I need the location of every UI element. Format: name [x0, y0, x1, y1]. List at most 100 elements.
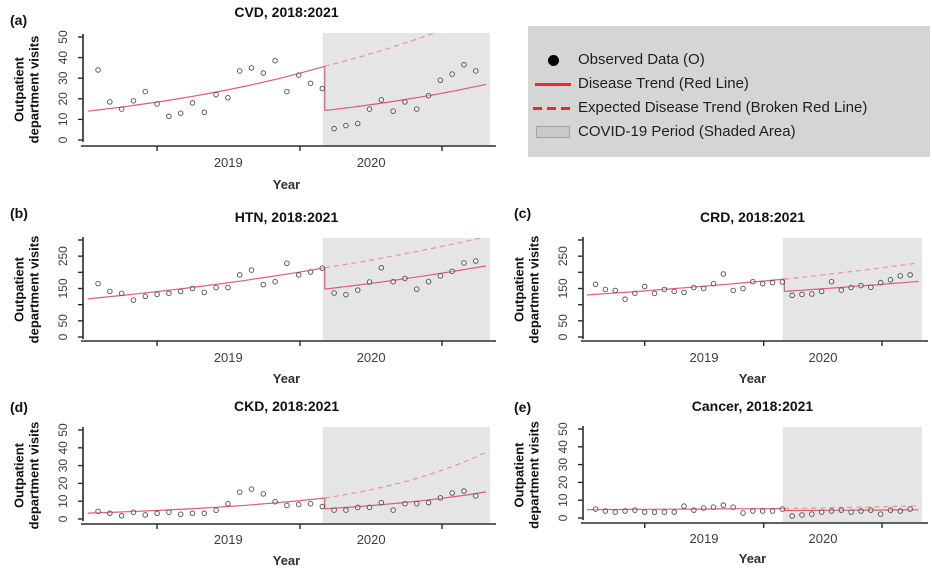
legend-label-observed: Observed Data (O) — [578, 51, 705, 68]
observed-point — [449, 490, 455, 496]
observed-point — [402, 275, 408, 282]
panel-c: 2019 2020 0 50 150 250 CRD, 2018:2021 (c) Year Ou… — [512, 205, 928, 386]
y-tick-label: 50 — [56, 423, 70, 437]
observed-point — [730, 287, 736, 294]
observed-point — [118, 290, 125, 297]
observed-point — [897, 273, 904, 279]
observed-point — [366, 504, 373, 511]
y-tick-label: 250 — [56, 246, 70, 266]
y-tick-label: 150 — [56, 278, 70, 298]
y-tick-label: 40 — [556, 440, 570, 454]
observed-point — [331, 290, 337, 296]
observed-point — [858, 508, 864, 514]
observed-point — [425, 499, 432, 506]
observed-point — [295, 272, 302, 278]
observed-point — [858, 282, 864, 289]
observed-point — [343, 291, 349, 298]
disease-trend-post-line — [784, 280, 919, 292]
observed-point — [848, 284, 854, 291]
x-tick-label: 2019 — [214, 532, 243, 547]
panel-e: 2019 2020 0 10 20 30 40 50 Cancer, 2018:2021 (e) Y… — [512, 398, 928, 566]
observed-point — [177, 288, 184, 295]
observed-point — [95, 508, 101, 515]
y-tick-label: 10 — [56, 494, 70, 508]
observed-point — [307, 80, 314, 87]
observed-point — [425, 278, 432, 285]
y-tick-label: 0 — [556, 333, 570, 340]
observed-point — [848, 509, 854, 515]
y-tick-label: 50 — [556, 314, 570, 328]
observed-point — [691, 507, 697, 513]
y-tick-label: 50 — [556, 422, 570, 436]
x-tick-label: 2020 — [357, 350, 386, 365]
x-tick-label: 2020 — [357, 155, 386, 170]
panel-title: HTN, 2018:2021 — [235, 209, 339, 225]
observed-point — [661, 286, 668, 293]
observed-point — [592, 281, 599, 288]
x-tick-label: 2019 — [690, 531, 719, 546]
y-tick-label: 250 — [556, 246, 570, 266]
observed-point — [201, 510, 208, 517]
y-tick-label: 20 — [56, 476, 70, 490]
observed-point — [907, 506, 913, 512]
observed-point — [828, 508, 835, 514]
observed-point — [641, 283, 648, 290]
observed-point — [319, 265, 326, 271]
observed-point — [651, 290, 658, 297]
observed-point — [779, 506, 786, 512]
legend-item-observed: Observed Data (O) — [528, 48, 930, 72]
observed-point — [750, 508, 756, 514]
panel-letter: (e) — [514, 399, 531, 415]
observed-point — [260, 70, 267, 76]
observed-point — [107, 288, 113, 295]
observed-point — [887, 507, 894, 513]
observed-point — [838, 507, 845, 513]
observed-point — [284, 88, 290, 95]
observed-point — [671, 288, 677, 295]
y-tick-label: 20 — [56, 92, 70, 106]
y-tick-label: 10 — [56, 112, 70, 126]
observed-point — [225, 500, 231, 507]
observed-point — [622, 296, 628, 302]
observed-point — [213, 507, 219, 514]
panel-b: 2019 2020 0 50 150 250 HTN, 2018:2021 (b) Year Ou… — [10, 205, 496, 386]
observed-point — [449, 71, 455, 77]
observed-point — [622, 508, 628, 514]
covid-shaded-area — [782, 238, 922, 340]
observed-point — [651, 509, 658, 515]
y-tick-label: 30 — [56, 71, 70, 85]
y-axis-label: Outpatient — [512, 256, 527, 322]
observed-point — [118, 106, 125, 112]
observed-point — [809, 511, 815, 517]
disease-trend-post-line — [324, 491, 486, 510]
panel-letter: (c) — [514, 205, 531, 221]
observed-point — [248, 267, 255, 273]
observed-point — [602, 286, 609, 293]
expected-trend-dashed-line — [324, 451, 487, 499]
observed-point — [366, 106, 373, 112]
legend-item-expected: Expected Disease Trend (Broken Red Line) — [528, 96, 930, 120]
observed-point — [343, 507, 349, 513]
observed-point — [809, 291, 815, 297]
legend-label-expected: Expected Disease Trend (Broken Red Line) — [578, 99, 868, 116]
observed-point — [236, 68, 243, 74]
observed-point — [142, 88, 149, 95]
observed-point — [284, 502, 290, 509]
observed-point — [740, 510, 746, 516]
observed-point — [166, 113, 172, 120]
observed-point — [612, 287, 618, 294]
observed-point — [331, 507, 337, 513]
observed-point — [838, 287, 845, 293]
observed-point — [154, 510, 160, 517]
observed-point — [142, 293, 149, 300]
x-axis-label: Year — [739, 371, 766, 386]
observed-point — [449, 268, 455, 275]
observed-point — [592, 506, 599, 512]
observed-point — [118, 513, 125, 519]
y-tick-label: 40 — [56, 441, 70, 455]
observed-point — [343, 122, 349, 129]
observed-point — [632, 290, 638, 297]
observed-point — [402, 500, 408, 507]
observed-point — [166, 290, 172, 297]
